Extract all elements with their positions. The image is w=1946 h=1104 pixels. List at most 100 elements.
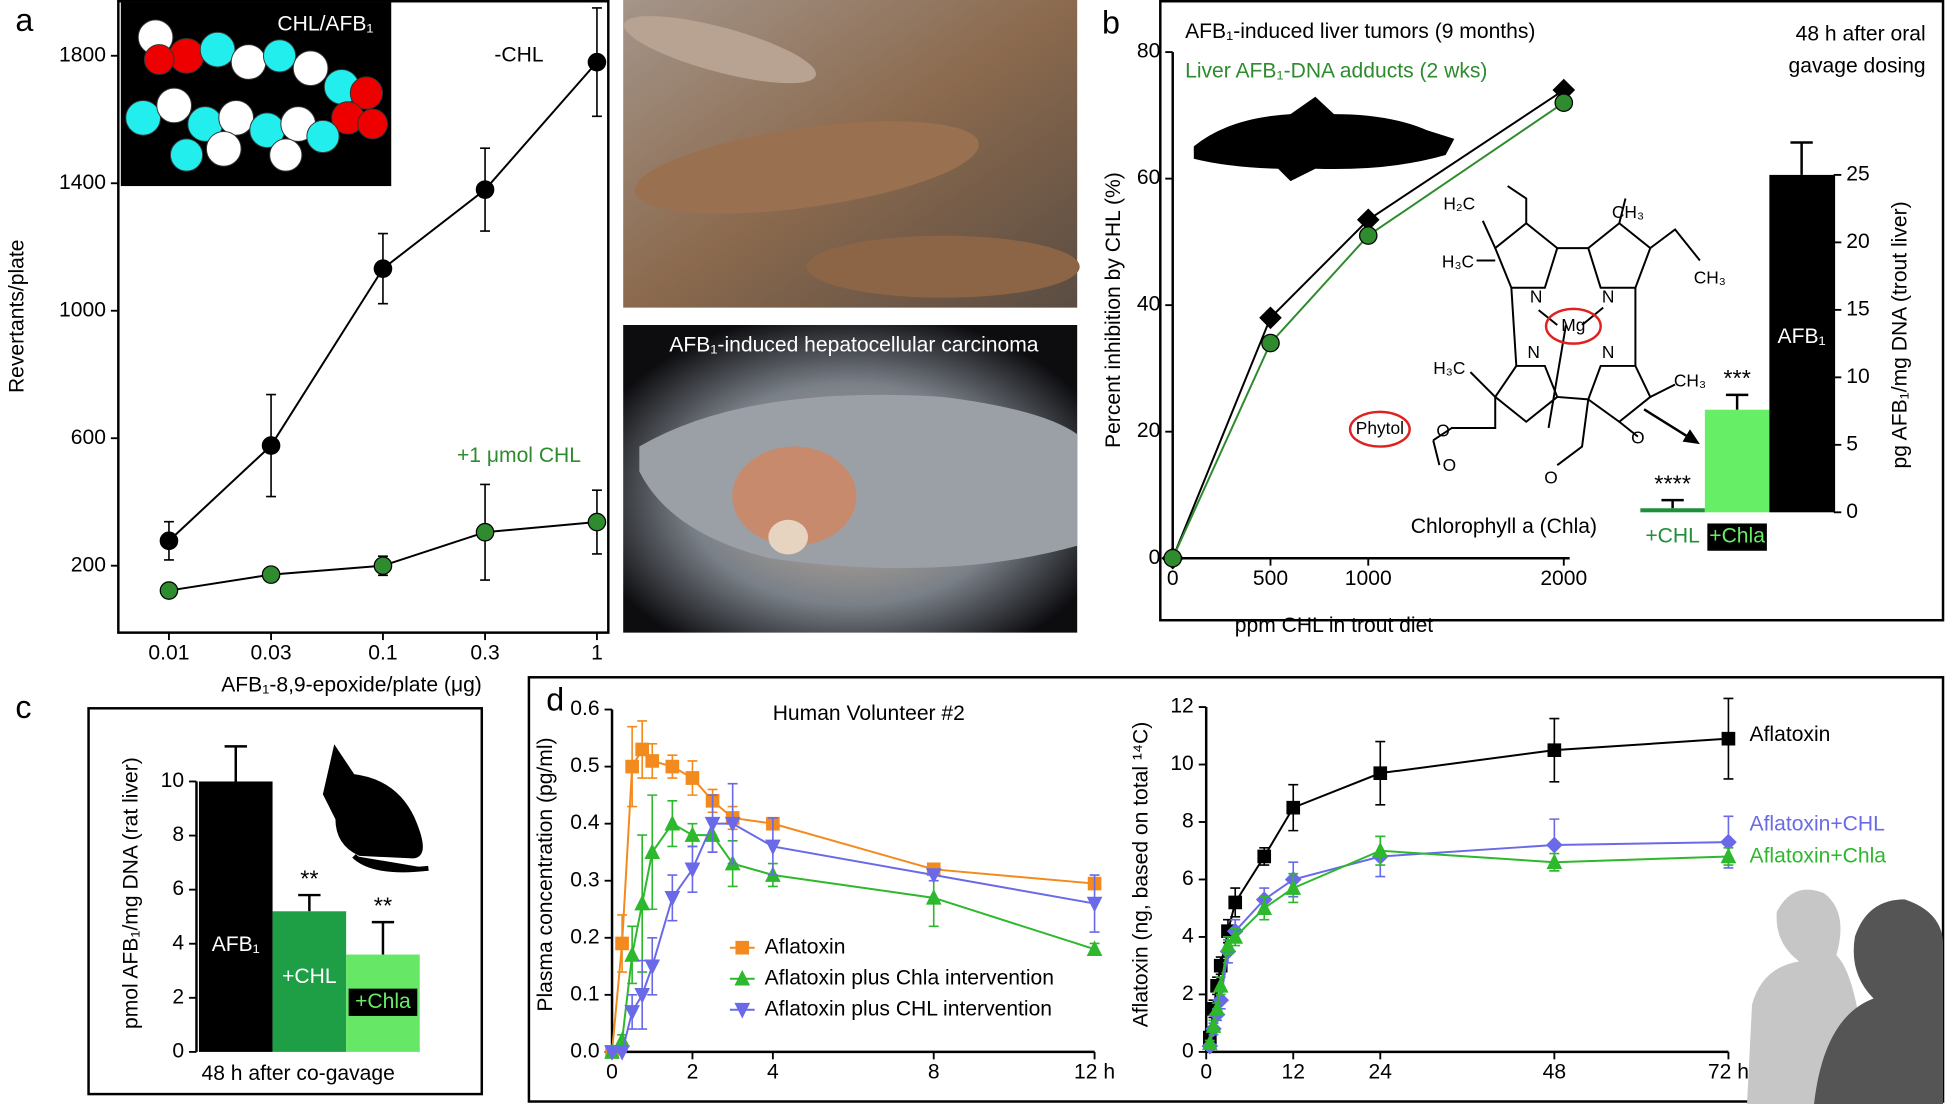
marker xyxy=(735,940,750,955)
panel-letter: a xyxy=(15,2,33,38)
y-tick-label: 10 xyxy=(1170,752,1193,775)
significance: ** xyxy=(300,865,318,891)
y-tick-label: 6 xyxy=(172,877,184,900)
panel-letter: d xyxy=(546,682,564,718)
marker xyxy=(1163,548,1183,568)
x-tick-label: 24 xyxy=(1369,1061,1393,1084)
y-tick-label: 10 xyxy=(1846,365,1869,388)
marker xyxy=(664,891,681,907)
marker xyxy=(1257,849,1272,864)
error-bar xyxy=(371,920,395,955)
y-tick-label: 2 xyxy=(172,985,184,1008)
y-tick-label: 1800 xyxy=(59,43,106,66)
highlight xyxy=(1348,410,1411,448)
x-tick-label: 0.1 xyxy=(368,641,397,664)
chart-title: Human Volunteer #2 xyxy=(773,702,965,725)
legend-label: +1 μmol CHL xyxy=(457,444,581,467)
fish xyxy=(634,121,979,214)
marker xyxy=(665,759,680,774)
x-tick-label: 2000 xyxy=(1540,567,1587,590)
y-axis-label: Aflatoxin (ng, based on total ¹⁴C) xyxy=(1129,722,1152,1027)
y-tick-label: 5 xyxy=(1846,432,1858,455)
y-axis-label: pmol AFB₁/mg DNA (rat liver) xyxy=(120,757,143,1029)
x-tick-label: 12 h xyxy=(1074,1061,1115,1084)
marker xyxy=(1720,847,1737,864)
marker xyxy=(1202,1034,1218,1051)
atom-label: O xyxy=(1443,455,1457,475)
x-tick-label: 0.3 xyxy=(470,641,499,664)
y-tick-label: 8 xyxy=(1182,810,1194,833)
marker xyxy=(1205,1017,1222,1033)
panel-frame xyxy=(527,676,1945,1103)
y-tick-label: 200 xyxy=(71,553,106,576)
x-tick-label: 48 xyxy=(1543,1061,1566,1084)
marker xyxy=(1086,896,1103,913)
legend-label: Liver AFB₁-DNA adducts (2 wks) xyxy=(1185,60,1487,83)
panel-frame xyxy=(1159,0,1945,622)
marker xyxy=(1546,853,1563,870)
category-label: AFB₁ xyxy=(212,933,260,956)
marker xyxy=(1554,93,1574,113)
chlorophyll-structure xyxy=(1432,185,1701,466)
marker xyxy=(734,969,751,986)
error-bar xyxy=(1790,141,1813,175)
tumor xyxy=(768,519,809,555)
marker xyxy=(1285,879,1302,895)
marker xyxy=(614,1045,630,1061)
marker xyxy=(1227,928,1244,944)
fish xyxy=(623,16,816,84)
label-background xyxy=(1707,523,1767,551)
marker xyxy=(634,894,651,911)
series-line xyxy=(612,822,1095,1053)
marker xyxy=(624,1005,640,1021)
atom-label: H₃C xyxy=(1442,252,1474,272)
bar xyxy=(198,781,273,1052)
legend-label: Aflatoxin plus Chla intervention xyxy=(765,966,1054,989)
marker xyxy=(1228,895,1243,910)
x-tick-label: 4 xyxy=(767,1061,779,1084)
x-tick-label: 12 xyxy=(1282,1061,1305,1084)
note: 48 h after oral xyxy=(1796,22,1926,45)
y-tick-label: 12 xyxy=(1170,695,1193,718)
marker xyxy=(644,843,661,860)
y-tick-label: 0.5 xyxy=(570,754,599,777)
label-background xyxy=(348,988,418,1016)
y-tick-label: 0.1 xyxy=(570,982,599,1005)
y-tick-label: 0 xyxy=(1182,1039,1194,1062)
marker xyxy=(734,1002,751,1019)
series-line xyxy=(611,822,1095,1053)
y-axis-label: Revertants/plate xyxy=(5,240,28,394)
y-tick-label: 0.3 xyxy=(570,868,599,891)
fish xyxy=(806,235,1080,298)
x-tick-label: 0.03 xyxy=(251,641,292,664)
tumor xyxy=(732,446,857,546)
molecule xyxy=(125,19,389,172)
person-icon xyxy=(1814,899,1944,1104)
legend-label: Aflatoxin+Chla xyxy=(1750,845,1887,868)
series-line xyxy=(1208,841,1729,1047)
marker xyxy=(634,988,651,1004)
marker xyxy=(925,889,942,905)
legend-label: Aflatoxin xyxy=(1750,723,1831,746)
atom-label: H₃C xyxy=(1433,358,1465,378)
series-line xyxy=(1171,101,1565,559)
legend-label: AFB₁-induced liver tumors (9 months) xyxy=(1185,20,1535,43)
marker xyxy=(1212,976,1229,993)
series-line xyxy=(1171,89,1565,559)
x-tick-label: 0.01 xyxy=(148,641,189,664)
x-tick-label: 500 xyxy=(1253,567,1288,590)
atom-label: CH₃ xyxy=(1612,202,1644,222)
legend-label: Aflatoxin+CHL xyxy=(1750,812,1886,835)
y-tick-label: 600 xyxy=(71,426,106,449)
marker xyxy=(159,531,179,551)
arrow xyxy=(1643,408,1695,442)
marker xyxy=(645,754,660,768)
marker xyxy=(644,959,661,976)
bar xyxy=(1640,508,1705,513)
bar xyxy=(1769,174,1834,513)
marker xyxy=(1286,800,1301,815)
marker xyxy=(159,581,179,600)
legend-label: Aflatoxin plus CHL intervention xyxy=(765,997,1052,1020)
y-tick-label: 1000 xyxy=(59,298,106,321)
marker xyxy=(1209,999,1225,1016)
